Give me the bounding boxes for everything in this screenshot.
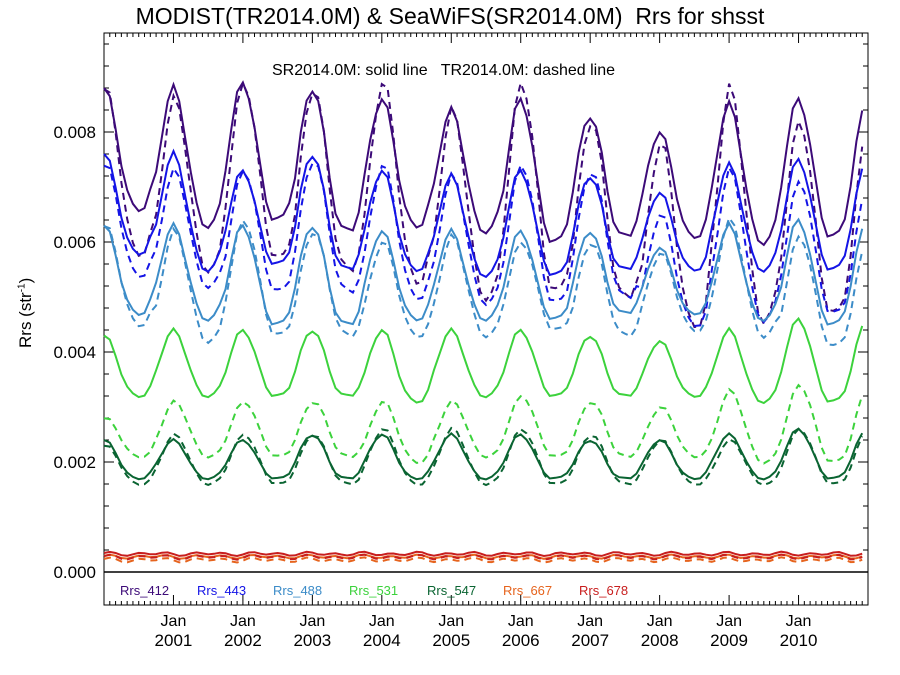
x-tick-label-year: 2008 [641,631,679,650]
y-axis-label-exponent: -1 [16,283,28,293]
x-tick-label-month: Jan [647,613,673,630]
legend-entry-rrs-443: Rrs_443 [197,583,247,598]
x-tick-label-year: 2007 [571,631,609,650]
x-tick-label-year: 2005 [432,631,470,650]
x-tick-label-month: Jan [716,613,742,630]
series-line-rrs-412-dashed [103,79,864,329]
x-tick-label-year: 2006 [502,631,540,650]
legend-entry-rrs-531: Rrs_531 [349,583,399,598]
series-line-rrs-547-dashed [103,426,864,487]
x-tick-label-month: Jan [438,613,464,630]
y-axis-label-close: ) [16,277,35,284]
series-line-rrs-667-dashed [103,556,863,564]
legend-entry-rrs-488: Rrs_488 [273,583,323,598]
y-tick-label: 0.000 [53,563,96,582]
series-line-rrs-412-solid [103,80,864,247]
series-line-rrs-678-dashed [103,553,863,561]
x-tick-label-month: Jan [508,613,534,630]
legend-entry-rrs-678: Rrs_678 [579,583,629,598]
series-line-rrs-531-solid [103,316,864,405]
x-tick-label-month: Jan [230,613,256,630]
x-tick-label-year: 2003 [293,631,331,650]
series-line-rrs-488-solid [103,217,864,326]
legend-entry-rrs-547: Rrs_547 [427,583,477,598]
x-tick-label-month: Jan [577,613,603,630]
y-tick-label: 0.004 [53,343,96,362]
y-axis-label-text: Rrs (str [16,292,35,348]
x-tick-label-year: 2002 [224,631,262,650]
plot-frame [103,32,869,606]
chart-subtitle: SR2014.0M: solid line TR2014.0M: dashed … [272,62,616,79]
legend-entry-rrs-667: Rrs_667 [503,583,553,598]
chart-title: MODIST(TR2014.0M) & SeaWiFS(SR2014.0M) R… [135,3,765,29]
y-tick-label: 0.002 [53,453,96,472]
x-tick-label-month: Jan [369,613,395,630]
x-tick-label-month: Jan [161,613,187,630]
x-tick-label-year: 2009 [710,631,748,650]
x-tick-label-year: 2001 [155,631,193,650]
y-tick-label: 0.006 [53,233,96,252]
legend-entry-rrs-412: Rrs_412 [120,583,170,598]
series-line-rrs-531-dashed [103,383,864,465]
series-line-rrs-678-solid [103,550,863,558]
x-tick-label-month: Jan [786,613,812,630]
x-tick-label-year: 2004 [363,631,401,650]
legend: Rrs_412 Rrs_443 Rrs_488 Rrs_531 Rrs_547 Rrs_6… [0,583,900,603]
series-line-rrs-443-solid [103,148,864,279]
series-line-rrs-443-dashed [103,162,864,328]
series-group [103,79,864,564]
x-tick-label-month: Jan [299,613,325,630]
y-tick-label: 0.008 [53,123,96,142]
series-line-rrs-488-dashed [103,215,864,347]
y-axis-label: Rrs (str-1) [16,278,36,348]
x-tick-label-year: 2010 [780,631,818,650]
axes: 0.0000.0020.0040.0060.008Jan2001Jan2002J… [53,32,869,650]
